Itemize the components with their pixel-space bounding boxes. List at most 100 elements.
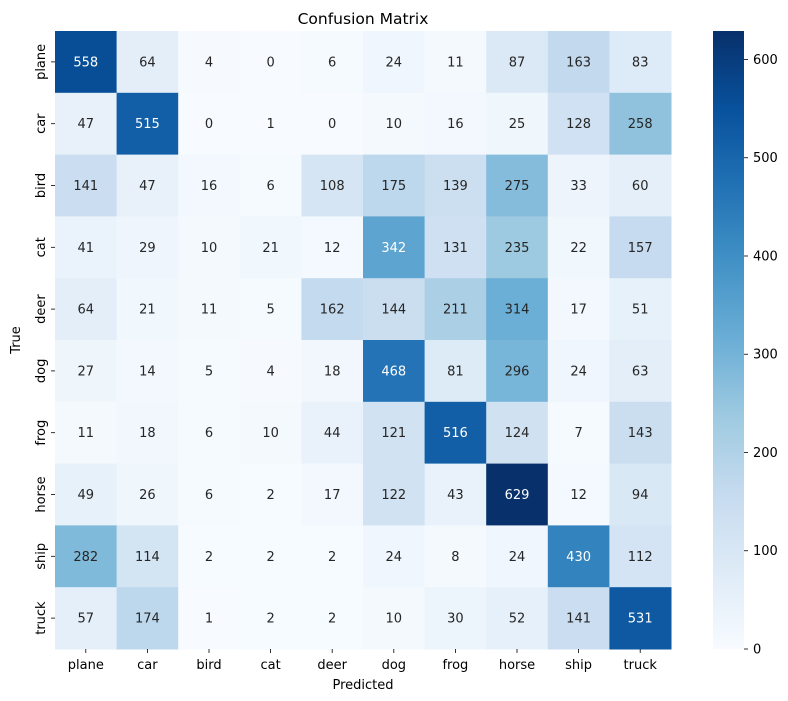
heatmap-cell	[239, 154, 302, 217]
heatmap-cell	[609, 587, 672, 650]
x-tick-label: bird	[196, 658, 221, 673]
heatmap-cell	[609, 92, 672, 156]
cell-value-label: 211	[443, 303, 468, 318]
heatmap-cell	[178, 587, 241, 650]
cell-value-label: 6	[205, 488, 213, 503]
heatmap-cell	[363, 278, 426, 341]
cell-value-label: 108	[320, 179, 345, 194]
heatmap-cell	[55, 463, 118, 526]
cell-value-label: 141	[73, 179, 98, 194]
heatmap-cell	[363, 401, 426, 465]
heatmap-cell	[178, 401, 241, 465]
heatmap-cell	[609, 525, 672, 588]
cell-value-label: 21	[262, 241, 279, 256]
heatmap-cell	[363, 92, 426, 156]
cell-value-label: 11	[447, 55, 464, 70]
heatmap-cell	[424, 587, 487, 650]
x-tick-label: truck	[624, 658, 658, 673]
cell-value-label: 314	[505, 303, 530, 318]
heatmap-cell	[486, 525, 549, 588]
heatmap-cell	[178, 278, 241, 341]
heatmap-cell	[424, 31, 487, 94]
cell-value-label: 296	[505, 364, 530, 379]
y-tick-label: frog	[34, 420, 49, 446]
cell-value-label: 24	[570, 364, 587, 379]
x-tick-label: deer	[317, 658, 347, 673]
cell-value-label: 83	[632, 55, 649, 70]
heatmap-cell	[239, 340, 302, 403]
cell-value-label: 29	[139, 241, 156, 256]
heatmap-cell	[239, 463, 302, 526]
heatmap-cell	[178, 92, 241, 156]
heatmap-cell	[116, 278, 179, 341]
heatmap-cell	[486, 278, 549, 341]
cell-value-label: 47	[78, 117, 95, 132]
x-axis-label: Predicted	[332, 678, 393, 693]
cell-value-label: 44	[324, 426, 341, 441]
x-tick-label: ship	[565, 658, 592, 673]
cell-value-label: 27	[78, 364, 95, 379]
heatmap-cell	[239, 401, 302, 465]
heatmap-cell	[301, 340, 364, 403]
colorbar-tick-label: 300	[753, 348, 778, 363]
cell-value-label: 6	[328, 55, 336, 70]
cell-value-label: 26	[139, 488, 156, 503]
y-tick-label: cat	[34, 237, 49, 257]
heatmap-cell	[301, 401, 364, 465]
heatmap-cell	[547, 463, 610, 526]
heatmap-cell	[424, 154, 487, 217]
cell-value-label: 430	[566, 550, 591, 565]
y-tick-label: ship	[34, 543, 49, 570]
cell-value-label: 2	[266, 488, 274, 503]
heatmap-cell	[609, 401, 672, 465]
cell-value-label: 143	[628, 426, 653, 441]
cell-value-label: 1	[205, 612, 213, 627]
cell-value-label: 112	[628, 550, 653, 565]
heatmap-cell	[55, 154, 118, 217]
cell-value-label: 14	[139, 364, 156, 379]
cell-value-label: 0	[205, 117, 213, 132]
heatmap-cell	[486, 154, 549, 217]
heatmap-cell	[301, 154, 364, 217]
heatmap-cell	[609, 154, 672, 217]
heatmap-cell	[547, 31, 610, 94]
cell-value-label: 235	[505, 241, 530, 256]
heatmap-cell	[424, 278, 487, 341]
cell-value-label: 6	[266, 179, 274, 194]
heatmap-cell	[55, 401, 118, 465]
y-tick-label: horse	[34, 476, 49, 512]
cell-value-label: 558	[73, 55, 98, 70]
heatmap-cell	[239, 587, 302, 650]
heatmap-cell	[424, 92, 487, 156]
colorbar-tick-label: 0	[753, 643, 761, 658]
cell-value-label: 60	[632, 179, 649, 194]
heatmap-cell	[55, 31, 118, 94]
heatmap-cell	[116, 587, 179, 650]
cell-value-label: 81	[447, 364, 464, 379]
cell-value-label: 12	[570, 488, 587, 503]
cell-value-label: 21	[139, 303, 156, 318]
heatmap-cell	[178, 525, 241, 588]
heatmap-cell	[301, 216, 364, 279]
heatmap-cell	[301, 587, 364, 650]
cell-value-label: 2	[328, 612, 336, 627]
cell-value-label: 342	[381, 241, 406, 256]
heatmap-cell	[547, 340, 610, 403]
heatmap-cell	[424, 216, 487, 279]
heatmap-cell	[116, 154, 179, 217]
y-tick-label: truck	[34, 601, 49, 635]
cell-value-label: 8	[451, 550, 459, 565]
cell-value-label: 30	[447, 612, 464, 627]
x-tick-label: plane	[68, 658, 104, 673]
cell-value-label: 128	[566, 117, 591, 132]
heatmap-cell	[301, 92, 364, 156]
cell-value-label: 63	[632, 364, 649, 379]
cell-value-label: 0	[328, 117, 336, 132]
cell-value-label: 531	[628, 612, 653, 627]
cell-value-label: 16	[201, 179, 218, 194]
heatmap-cell	[178, 31, 241, 94]
colorbar-tick-label: 200	[753, 446, 778, 461]
cell-value-label: 10	[386, 117, 403, 132]
y-axis-ticks: plane car bird cat deer dog frog horse ship truck	[34, 44, 55, 635]
